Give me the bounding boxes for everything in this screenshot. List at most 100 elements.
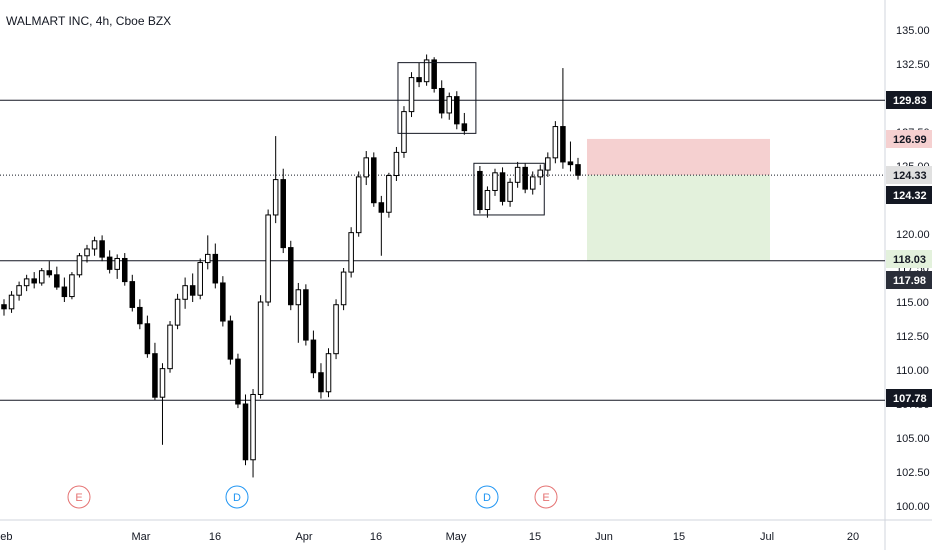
- candle[interactable]: [121, 253, 128, 286]
- candle[interactable]: [371, 152, 377, 207]
- candle[interactable]: [423, 54, 430, 86]
- x-tick-label: Mar: [132, 531, 151, 543]
- candle[interactable]: [23, 274, 30, 292]
- candle-body: [265, 214, 271, 303]
- candle[interactable]: [84, 244, 90, 263]
- candle[interactable]: [378, 195, 385, 256]
- candle[interactable]: [38, 268, 45, 286]
- candle[interactable]: [106, 250, 113, 274]
- event-marker-dividend[interactable]: D: [475, 485, 499, 509]
- candle-body: [137, 306, 143, 325]
- candle[interactable]: [46, 261, 53, 278]
- candle[interactable]: [152, 342, 158, 400]
- candle[interactable]: [197, 258, 203, 300]
- candle[interactable]: [492, 168, 498, 196]
- price-tag: [886, 271, 932, 289]
- candle[interactable]: [54, 266, 60, 290]
- price-tag: [886, 166, 932, 184]
- candle[interactable]: [31, 272, 37, 289]
- candle[interactable]: [250, 389, 256, 478]
- candle[interactable]: [567, 141, 574, 172]
- candle[interactable]: [167, 321, 173, 373]
- candle[interactable]: [522, 163, 528, 194]
- y-tick-label: 132.50: [896, 59, 930, 71]
- candle[interactable]: [386, 172, 392, 218]
- candle[interactable]: [575, 157, 581, 180]
- candle[interactable]: [235, 353, 241, 409]
- candle[interactable]: [212, 243, 219, 289]
- candle-body: [318, 372, 324, 393]
- candle[interactable]: [363, 151, 370, 186]
- consolidation-box[interactable]: [397, 62, 477, 134]
- candle-body: [38, 270, 45, 284]
- candle[interactable]: [537, 164, 544, 186]
- candle[interactable]: [318, 363, 324, 399]
- candle[interactable]: [257, 295, 264, 399]
- candle[interactable]: [484, 186, 491, 218]
- take-profit-zone[interactable]: [587, 175, 770, 261]
- candle[interactable]: [265, 209, 271, 307]
- candle[interactable]: [310, 330, 317, 379]
- candle[interactable]: [446, 92, 453, 120]
- candle[interactable]: [272, 136, 279, 224]
- candle-body: [167, 324, 173, 370]
- candle[interactable]: [69, 272, 75, 300]
- candle[interactable]: [137, 299, 143, 330]
- candle[interactable]: [393, 146, 400, 181]
- candle[interactable]: [76, 253, 83, 278]
- candle[interactable]: [114, 254, 120, 279]
- candle[interactable]: [280, 168, 286, 254]
- candle[interactable]: [454, 91, 460, 130]
- candle-body: [446, 96, 453, 114]
- event-marker-earnings[interactable]: E: [534, 485, 558, 509]
- candle[interactable]: [295, 282, 302, 343]
- candle[interactable]: [16, 281, 22, 301]
- candle[interactable]: [204, 235, 211, 270]
- candle[interactable]: [507, 178, 513, 207]
- candle[interactable]: [144, 315, 151, 358]
- candle[interactable]: [129, 274, 136, 312]
- candle[interactable]: [401, 106, 407, 158]
- stop-loss-zone[interactable]: [587, 138, 770, 176]
- event-circle: [475, 485, 499, 509]
- candle[interactable]: [461, 112, 468, 135]
- candle[interactable]: [355, 171, 362, 237]
- candle[interactable]: [477, 166, 483, 214]
- candle[interactable]: [242, 394, 249, 466]
- candle[interactable]: [159, 363, 166, 445]
- candle[interactable]: [8, 291, 15, 313]
- consolidation-box[interactable]: [473, 162, 545, 216]
- candle[interactable]: [438, 80, 445, 119]
- candle-body: [461, 123, 468, 132]
- candle-body: [537, 169, 544, 178]
- candle[interactable]: [545, 152, 551, 177]
- candle[interactable]: [552, 121, 559, 164]
- event-marker-earnings[interactable]: E: [67, 485, 91, 509]
- candle[interactable]: [1, 299, 7, 316]
- candle[interactable]: [529, 171, 536, 195]
- candle[interactable]: [416, 62, 422, 88]
- candle[interactable]: [499, 167, 506, 206]
- candle[interactable]: [348, 227, 354, 278]
- candle[interactable]: [189, 273, 196, 302]
- price-tag-label: 117.98: [893, 275, 926, 287]
- candle[interactable]: [91, 236, 98, 256]
- candle[interactable]: [340, 268, 347, 311]
- candle[interactable]: [303, 284, 309, 346]
- candle[interactable]: [182, 277, 188, 309]
- candle[interactable]: [560, 68, 566, 169]
- candle[interactable]: [288, 240, 294, 311]
- candle[interactable]: [514, 161, 521, 188]
- candle[interactable]: [174, 293, 181, 330]
- candle[interactable]: [61, 277, 68, 302]
- candle[interactable]: [408, 72, 415, 118]
- candle[interactable]: [325, 348, 332, 398]
- event-label: D: [233, 492, 241, 504]
- candle[interactable]: [227, 315, 234, 365]
- candle[interactable]: [220, 276, 226, 327]
- candle[interactable]: [99, 235, 105, 262]
- candle[interactable]: [333, 299, 339, 360]
- event-marker-dividend[interactable]: D: [225, 485, 249, 509]
